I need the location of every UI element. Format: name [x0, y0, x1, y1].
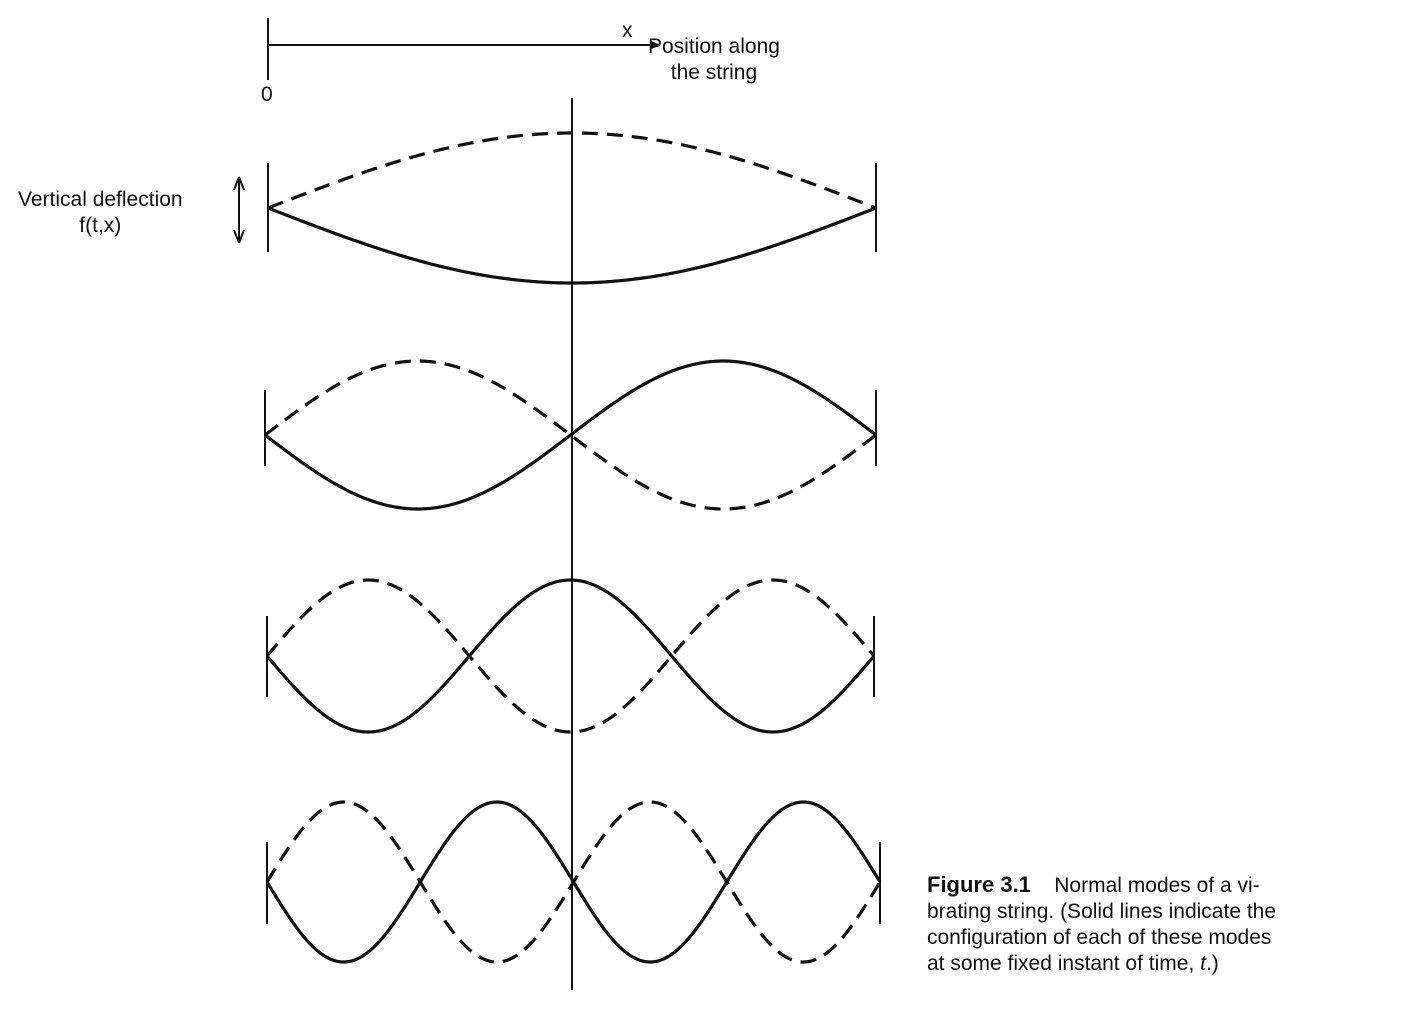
deflection-arrow-up-head: [233, 176, 245, 191]
caption-time-variable: t: [1200, 952, 1206, 975]
mode-2: [264, 359, 877, 511]
caption-line-1-text: Normal modes of a vi-: [1054, 874, 1260, 897]
figure-number: Figure 3.1: [927, 872, 1031, 897]
caption-line-1: Figure 3.1 Normal modes of a vi-: [927, 872, 1397, 899]
deflection-label-line2: f(t,x): [79, 214, 122, 237]
deflection-arrow-down-head: [233, 229, 245, 244]
position-axis-label-line2: the string: [670, 61, 758, 84]
caption-line-4-suffix: .): [1205, 952, 1219, 975]
figure-caption: Figure 3.1 Normal modes of a vi- brating…: [927, 872, 1397, 977]
mode-2-solid-curve: [264, 359, 877, 511]
caption-line-4-prefix: at some fixed instant of time,: [927, 952, 1201, 975]
mode-1-solid-curve: [267, 206, 877, 285]
mode-3-dashed-curve: [265, 578, 876, 734]
mode-1: [267, 131, 877, 285]
deflection-label-line1: Vertical deflection: [18, 188, 183, 211]
mode-4-dashed-curve: [265, 800, 882, 964]
caption-line-2: brating string. (Solid lines indicate th…: [927, 900, 1277, 923]
mode-1-dashed-curve: [267, 131, 877, 210]
mode-3: [265, 578, 876, 734]
caption-line-4: at some fixed instant of time, t.): [927, 951, 1397, 977]
position-axis-label-line1: Position along: [648, 35, 780, 58]
caption-line-3: configuration of each of these modes: [927, 926, 1272, 949]
deflection-label: Vertical deflection f(t,x): [18, 187, 183, 239]
modes-layer: [264, 131, 882, 964]
mode-4: [265, 800, 882, 964]
position-axis-label: Position along the string: [648, 34, 780, 86]
axis-origin-label: 0: [261, 83, 273, 106]
mode-3-solid-curve: [265, 578, 876, 734]
axis-variable-label: x: [622, 19, 633, 42]
